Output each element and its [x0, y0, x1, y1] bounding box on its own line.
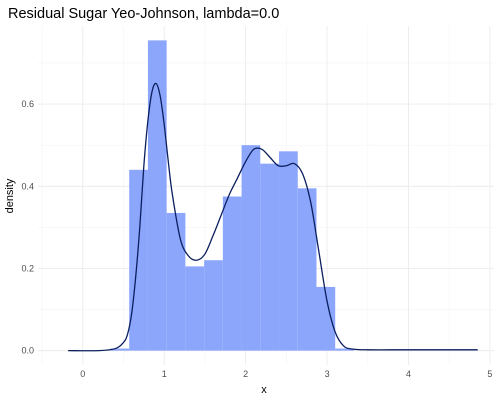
- density-curve: [68, 82, 478, 352]
- x-tick-label: 2: [243, 369, 248, 379]
- x-tick-label: 4: [406, 369, 411, 379]
- x-tick-label: 5: [487, 369, 492, 379]
- x-tick-label: 1: [162, 369, 167, 379]
- histogram-bars: [110, 40, 354, 351]
- histogram-bar: [335, 348, 354, 351]
- histogram-bar: [204, 260, 223, 351]
- histogram-bar: [185, 266, 205, 351]
- y-tick-label: 0.0: [21, 346, 34, 356]
- y-axis-title: density: [4, 178, 16, 213]
- histogram-bar: [147, 40, 167, 351]
- histogram-bar: [241, 145, 261, 351]
- y-tick-label: 0.6: [21, 99, 34, 109]
- y-tick-label: 0.2: [21, 263, 34, 273]
- x-tick-label: 0: [80, 369, 85, 379]
- y-tick-label: 0.4: [21, 181, 34, 191]
- x-tick-label: 3: [325, 369, 330, 379]
- chart-title: Residual Sugar Yeo-Johnson, lambda=0.0: [8, 6, 279, 22]
- histogram-bar: [222, 196, 242, 351]
- density-curve-layer: [68, 82, 478, 352]
- x-axis-title: x: [261, 384, 267, 396]
- histogram-bar: [260, 163, 280, 351]
- histogram-bar: [129, 169, 148, 351]
- histogram-bar: [166, 212, 186, 351]
- histogram-bar: [297, 188, 317, 351]
- histogram-bar: [316, 286, 336, 351]
- tick-labels: 0 1 2 3 4 5 0.0 0.2 0.4 0.6: [21, 99, 492, 379]
- histogram-bar: [110, 348, 130, 351]
- histogram-bar: [279, 151, 298, 351]
